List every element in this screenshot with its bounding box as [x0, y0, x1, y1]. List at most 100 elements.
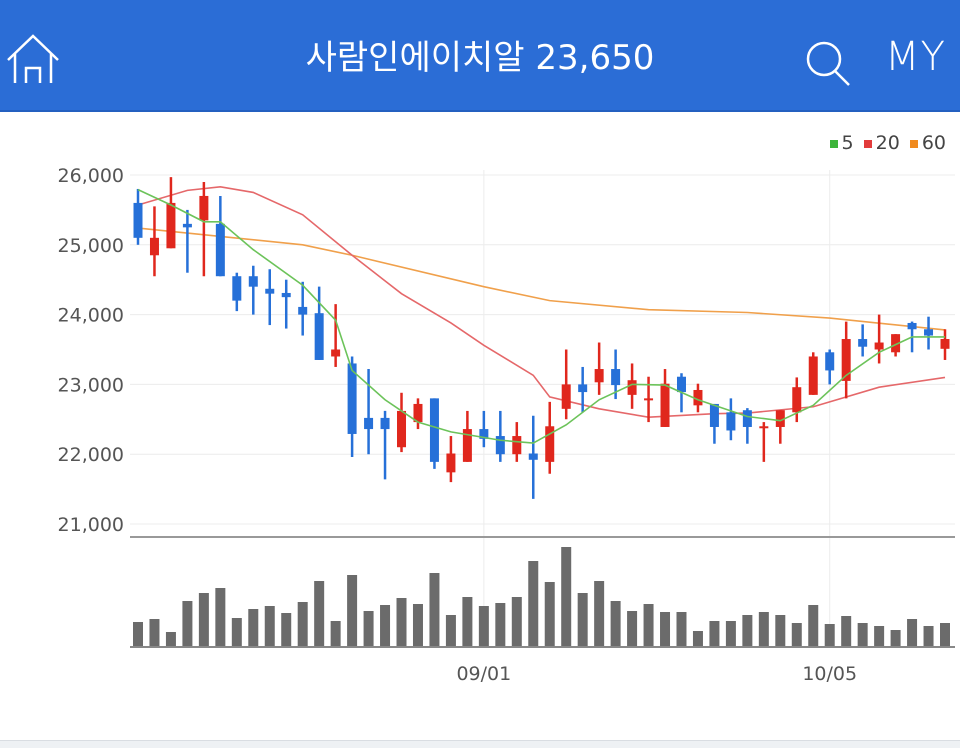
volume-bar [544, 582, 555, 647]
candle [331, 304, 341, 367]
candle-body [825, 352, 835, 371]
candle-body [907, 322, 917, 330]
candle-body [792, 387, 802, 413]
y-tick-label: 26,000 [58, 165, 124, 187]
volume-bar [709, 621, 720, 647]
candle [644, 376, 654, 423]
candle-body [248, 276, 258, 287]
legend-label: 20 [875, 132, 900, 154]
candle [495, 410, 505, 462]
candle [199, 181, 209, 277]
volume-bar [149, 619, 160, 647]
candle-body [726, 412, 736, 431]
candle-body [874, 342, 884, 350]
candle-body [298, 306, 308, 315]
legend-item-ma60[interactable]: 60 [909, 132, 946, 154]
candle [462, 410, 472, 462]
volume-bar [396, 598, 407, 647]
candle-body [611, 369, 621, 386]
candle-body [331, 349, 341, 357]
candle-body [446, 453, 456, 473]
volume-bar [775, 615, 786, 647]
candle-body [364, 417, 374, 430]
candlestick-chart[interactable]: 26,000 25,000 24,000 23,000 22,000 21,000 09/0… [0, 112, 960, 740]
volume-bar [643, 604, 654, 647]
my-button[interactable]: MY [885, 34, 946, 80]
candle-body [561, 384, 571, 409]
volume-bar [380, 605, 391, 647]
volume-bar [824, 624, 835, 647]
volume-bar [627, 611, 638, 647]
candle-body [265, 288, 275, 294]
candle [858, 324, 868, 357]
legend-item-ma5[interactable]: 5 [829, 132, 854, 154]
candle [726, 398, 736, 441]
y-tick-label: 25,000 [58, 235, 124, 257]
candle [182, 209, 192, 273]
candle [775, 410, 785, 444]
volume-bar [841, 616, 852, 647]
volume-bar [940, 623, 950, 647]
candle-body [775, 410, 785, 427]
volume-bar [133, 622, 143, 647]
candle [380, 410, 390, 480]
candle-body [232, 276, 242, 301]
volume-bar [923, 626, 934, 647]
volume-bar [511, 597, 522, 647]
volume-bar [347, 575, 358, 647]
volume-bar [758, 612, 769, 647]
candle-body [545, 426, 555, 462]
volume-bar [857, 623, 868, 647]
candle-body [627, 380, 637, 395]
x-tick-label: 10/05 [802, 663, 857, 685]
candle-body [199, 195, 209, 221]
volume-bar [676, 612, 687, 647]
candle [248, 265, 258, 315]
candle-body [742, 410, 752, 427]
volume-bar [297, 602, 308, 647]
candle [446, 436, 456, 483]
ma5-line [137, 188, 945, 444]
candle [364, 369, 374, 455]
candle [545, 401, 555, 474]
volume-bar [231, 618, 242, 647]
volume-bar [264, 606, 275, 647]
volume-bar [182, 601, 193, 647]
volume-bar [742, 615, 753, 647]
volume-bar [248, 609, 259, 647]
candle-body [644, 398, 654, 401]
volume-bar [561, 547, 572, 647]
candle [413, 398, 423, 430]
candle-body [528, 453, 538, 460]
candle [561, 349, 571, 420]
candle [627, 363, 637, 409]
candle-body [314, 313, 324, 360]
candle-body [841, 339, 851, 381]
legend-item-ma20[interactable]: 20 [863, 132, 900, 154]
volume-bar [808, 605, 819, 647]
candle-body [808, 356, 818, 395]
volume-bar [314, 581, 325, 647]
candle-body [462, 429, 472, 462]
volume-bar [478, 606, 489, 647]
candle [841, 321, 851, 399]
candle [265, 269, 275, 326]
app-header: 사람인에이치알 23,650 MY [0, 0, 960, 112]
candle-body [133, 202, 143, 238]
candle-body [660, 383, 670, 427]
legend-swatch [829, 139, 838, 148]
footer-bar [0, 740, 960, 748]
candle [578, 366, 588, 413]
candle [759, 422, 769, 462]
legend-swatch [863, 139, 872, 148]
search-icon[interactable] [803, 38, 853, 88]
candle-body [759, 426, 769, 429]
volume-bar [412, 604, 423, 647]
volume-bar [692, 631, 703, 647]
volume-bar [495, 603, 506, 647]
candle-body [215, 223, 225, 277]
home-icon[interactable] [4, 30, 62, 86]
candle [149, 206, 159, 277]
volume-bar [874, 626, 885, 647]
candle [166, 177, 176, 249]
